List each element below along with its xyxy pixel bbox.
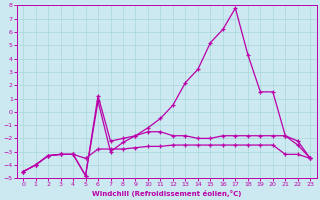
X-axis label: Windchill (Refroidissement éolien,°C): Windchill (Refroidissement éolien,°C) (92, 190, 241, 197)
